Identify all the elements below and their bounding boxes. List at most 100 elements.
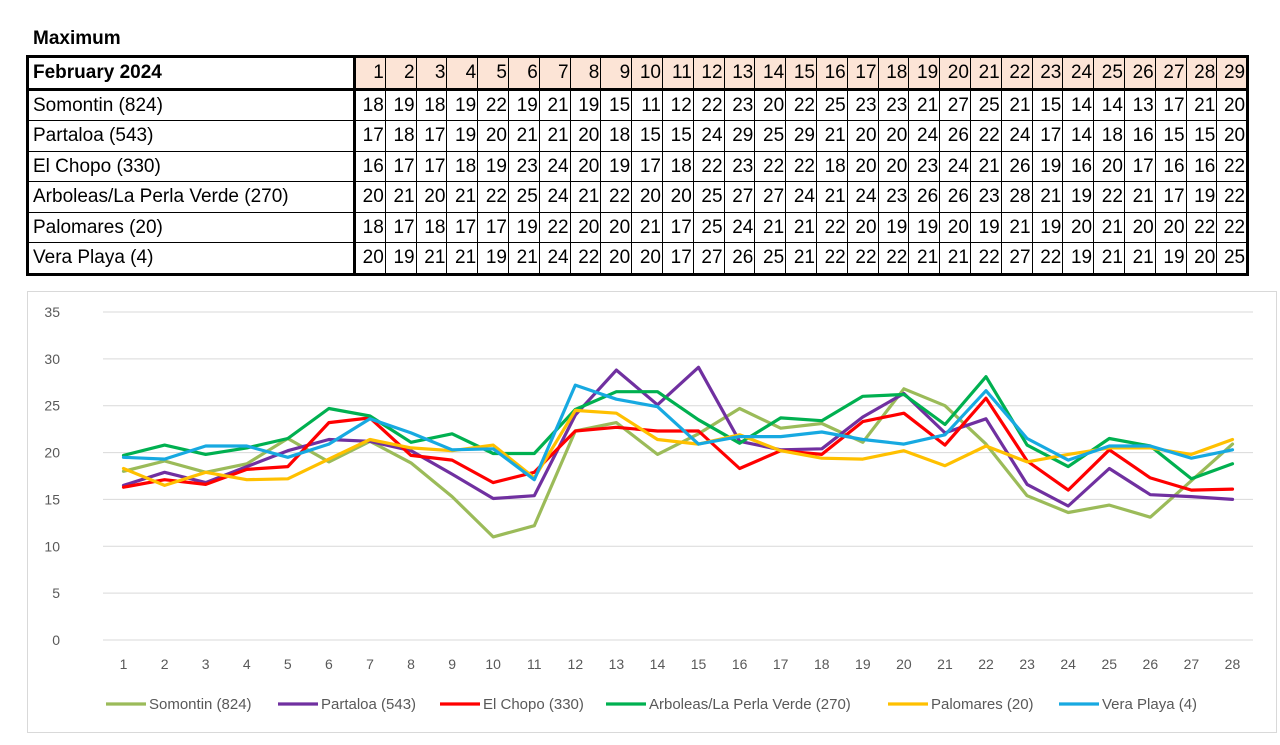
temperature-cell: 22 xyxy=(692,88,725,121)
temperature-cell: 20 xyxy=(477,120,509,152)
x-tick-label: 26 xyxy=(1143,656,1159,672)
temperature-cell: 17 xyxy=(1154,181,1187,213)
day-header: 12 xyxy=(692,56,725,91)
temperature-cell: 22 xyxy=(877,242,910,275)
temperature-cell: 19 xyxy=(1062,181,1095,213)
temperature-cell: 25 xyxy=(507,181,540,213)
temperature-cell: 21 xyxy=(1093,242,1125,275)
day-header: 26 xyxy=(1123,56,1156,91)
y-tick-label: 35 xyxy=(44,304,60,320)
temperature-cell: 25 xyxy=(754,242,787,275)
x-tick-label: 22 xyxy=(978,656,994,672)
temperature-cell: 19 xyxy=(446,120,479,152)
table-row: Partaloa (543) 17 18 17 19 20 21 21 20 18 15 15 24 29… xyxy=(27,120,1249,152)
temperature-cell: 17 xyxy=(661,242,694,275)
temperature-cell: 22 xyxy=(754,150,787,182)
y-tick-label: 30 xyxy=(44,351,60,367)
x-tick-label: 9 xyxy=(448,656,456,672)
temperature-cell: 19 xyxy=(507,211,540,243)
temperature-cell: 19 xyxy=(477,150,509,182)
temperature-cell: 21 xyxy=(384,181,417,213)
x-tick-label: 5 xyxy=(284,656,292,672)
temperature-cell: 25 xyxy=(692,211,725,243)
temperature-cell: 25 xyxy=(815,88,848,121)
temperature-cell: 16 xyxy=(354,150,386,182)
x-tick-label: 4 xyxy=(243,656,251,672)
temperature-cell: 19 xyxy=(446,88,479,121)
temperature-cell: 29 xyxy=(785,120,817,152)
y-tick-label: 5 xyxy=(52,585,60,601)
temperature-cell: 15 xyxy=(1185,120,1218,152)
day-header: 16 xyxy=(815,56,848,91)
x-tick-label: 12 xyxy=(568,656,584,672)
temperature-cell: 18 xyxy=(600,120,633,152)
temperature-cell: 24 xyxy=(908,120,941,152)
day-header: 17 xyxy=(846,56,879,91)
temperature-cell: 20 xyxy=(354,242,386,275)
x-tick-label: 11 xyxy=(527,656,542,672)
temperature-cell: 13 xyxy=(1123,88,1156,121)
temperature-cell: 23 xyxy=(969,181,1002,213)
temperature-cell: 19 xyxy=(384,242,417,275)
temperature-cell: 18 xyxy=(1093,120,1125,152)
day-header: 8 xyxy=(569,56,602,91)
temperature-cell: 19 xyxy=(477,242,509,275)
temperature-cell: 14 xyxy=(1062,88,1095,121)
temperature-cell: 24 xyxy=(846,181,879,213)
temperature-cell: 26 xyxy=(939,181,971,213)
temperature-cell: 15 xyxy=(631,120,663,152)
temperature-cell: 20 xyxy=(846,150,879,182)
temperature-cell: 19 xyxy=(384,88,417,121)
temperature-cell: 26 xyxy=(1000,150,1033,182)
x-tick-label: 3 xyxy=(202,656,210,672)
temperature-cell: 24 xyxy=(538,181,571,213)
temperature-cell: 22 xyxy=(969,242,1002,275)
temperature-cell: 27 xyxy=(939,88,971,121)
temperature-cell: 22 xyxy=(538,211,571,243)
station-name: El Chopo (330) xyxy=(27,150,356,182)
temperature-cell: 27 xyxy=(1000,242,1033,275)
day-header: 14 xyxy=(754,56,787,91)
x-tick-label: 27 xyxy=(1184,656,1200,672)
temperature-cell: 21 xyxy=(507,242,540,275)
temperature-cell: 21 xyxy=(754,211,787,243)
day-header: 13 xyxy=(723,56,756,91)
x-tick-label: 28 xyxy=(1225,656,1241,672)
temperature-cell: 21 xyxy=(507,120,540,152)
day-header: 18 xyxy=(877,56,910,91)
temperature-cell: 22 xyxy=(692,150,725,182)
temperature-cell: 20 xyxy=(1185,242,1218,275)
temperature-cell: 20 xyxy=(877,120,910,152)
x-tick-label: 17 xyxy=(773,656,789,672)
temperature-cell: 19 xyxy=(569,88,602,121)
legend-label: Vera Playa (4) xyxy=(1102,696,1197,713)
temperature-cell: 19 xyxy=(600,150,633,182)
temperature-cell: 21 xyxy=(446,242,479,275)
day-header: 19 xyxy=(908,56,941,91)
temperature-cell: 19 xyxy=(1031,150,1064,182)
day-header: 25 xyxy=(1093,56,1125,91)
series-line xyxy=(121,375,1235,481)
temperature-cell: 22 xyxy=(969,120,1002,152)
temperature-cell: 24 xyxy=(538,150,571,182)
temperature-cell: 23 xyxy=(908,150,941,182)
temperature-cell: 21 xyxy=(1000,211,1033,243)
temperature-cell: 19 xyxy=(507,88,540,121)
day-header: 27 xyxy=(1154,56,1187,91)
table-header-row: February 2024 1 2 3 4 5 6 7 8 9 10 11 12 13 14 15 16 17 18… xyxy=(27,56,1249,91)
x-tick-label: 20 xyxy=(896,656,912,672)
temperature-cell: 18 xyxy=(446,150,479,182)
temperature-cell: 20 xyxy=(877,150,910,182)
temperature-cell: 22 xyxy=(846,242,879,275)
temperature-cell: 21 xyxy=(939,242,971,275)
day-header: 3 xyxy=(415,56,448,91)
temperature-cell: 23 xyxy=(723,88,756,121)
temperature-cell: 22 xyxy=(1185,211,1218,243)
temperature-cell: 18 xyxy=(415,88,448,121)
temperature-cell: 21 xyxy=(785,242,817,275)
day-header: 4 xyxy=(446,56,479,91)
y-tick-label: 20 xyxy=(44,445,60,461)
day-header: 2 xyxy=(384,56,417,91)
temperature-cell: 20 xyxy=(846,211,879,243)
temperature-cell: 20 xyxy=(1062,211,1095,243)
